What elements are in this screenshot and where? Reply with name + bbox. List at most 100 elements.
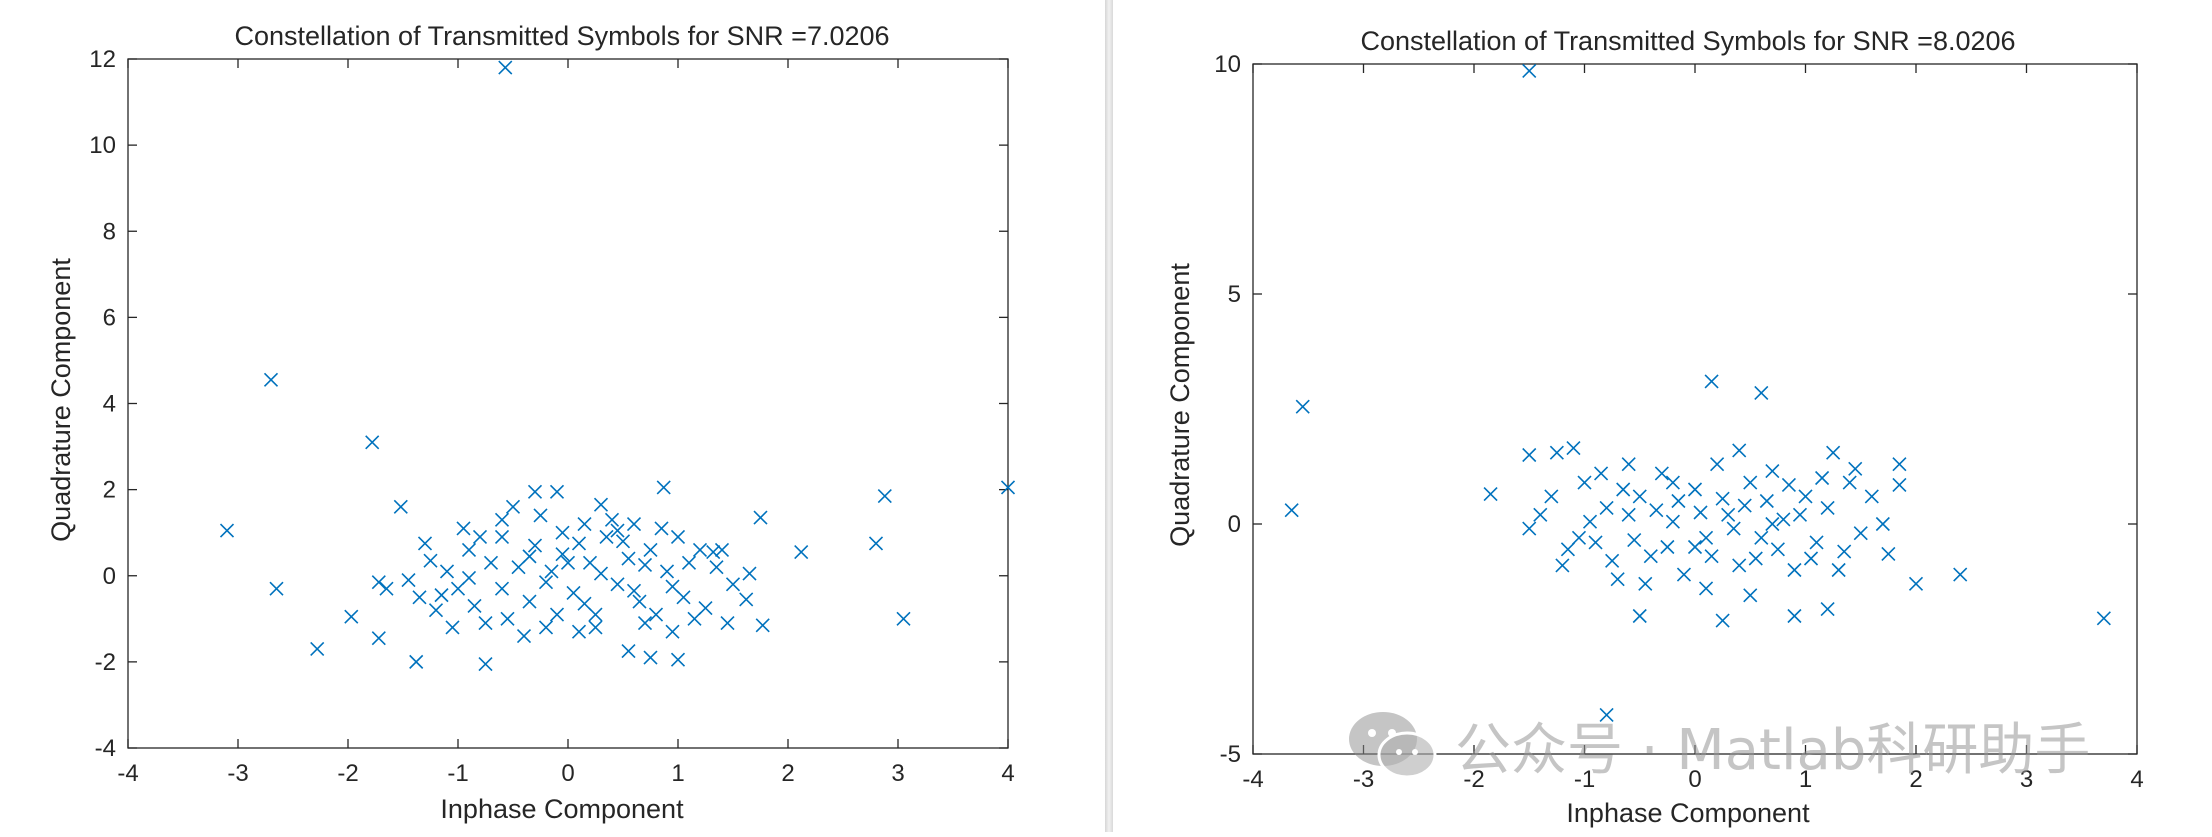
data-point [1660,539,1675,555]
data-point [1698,530,1714,545]
data-point [1726,521,1741,536]
data-point [371,575,386,590]
data-point [1643,549,1658,564]
data-point [1594,466,1609,481]
data-point [571,624,587,639]
plot-area [1252,63,2138,755]
data-point [263,372,279,387]
y-tick-label: 8 [103,218,116,245]
data-point [522,594,537,609]
data-point [1284,503,1299,518]
data-point [478,656,493,672]
data-point [1687,539,1703,555]
data-point [648,607,664,622]
data-point [698,600,713,616]
data-point [439,564,455,579]
data-point [588,620,603,635]
data-point [428,603,444,618]
data-point [1732,558,1747,573]
data-point [1837,544,1852,559]
x-tick-label: -4 [1242,766,1263,793]
x-tick-label: 2 [781,760,794,787]
data-point [1787,562,1802,578]
data-point [1483,487,1498,502]
y-tick-label: 6 [103,304,116,331]
data-point [393,499,408,514]
data-point [1831,562,1846,578]
data-point [1687,482,1703,497]
chart-title: Constellation of Transmitted Symbols for… [234,21,889,51]
data-point [687,611,702,626]
data-point [1820,602,1835,617]
data-point [1743,475,1758,490]
data-point [739,592,754,607]
data-point [1693,505,1708,520]
data-point [1953,567,1968,582]
data-point [593,566,609,581]
data-point [604,512,620,527]
data-point [538,575,554,590]
data-point [706,545,721,560]
data-point [1605,553,1620,568]
data-point [643,650,658,665]
data-point [1616,482,1631,497]
data-point [527,538,543,553]
data-point [1522,521,1537,536]
x-tick-label: -2 [1463,766,1484,793]
data-point [692,542,708,557]
data-point [1853,526,1868,541]
data-point [533,508,548,523]
data-point [472,529,488,545]
data-point [665,624,680,639]
data-point [714,542,730,557]
data-point [1809,535,1824,550]
data-point [593,497,609,512]
data-point [681,555,697,570]
data-point [1770,542,1785,557]
data-point [1787,608,1802,624]
y-tick-label: -5 [1220,741,1241,768]
data-point [1522,63,1537,78]
data-point [1582,514,1598,529]
data-point [371,631,386,646]
x-tick-label: 2 [1909,766,1922,793]
y-tick-label: -2 [95,649,116,676]
data-point [632,594,647,609]
y-tick-label: 12 [89,46,116,73]
data-point [1815,470,1830,486]
data-point [494,512,510,527]
chart-title: Constellation of Transmitted Symbols for… [1360,26,2015,56]
data-point [1820,500,1835,515]
y-axis-label: Quadrature Component [1165,263,1195,547]
x-axis-label: Inphase Component [440,794,684,824]
y-tick-label: 0 [1228,511,1241,538]
data-point [516,628,532,644]
data-point [1295,399,1310,414]
x-tick-label: 1 [1799,766,1812,793]
y-tick-label: -4 [95,735,116,762]
data-point [1665,475,1680,490]
data-point [219,523,235,538]
window-divider [1105,0,1113,832]
data-point [379,581,394,596]
data-point [577,517,592,532]
data-point [1522,447,1537,463]
data-point [1892,457,1907,472]
x-tick-label: -1 [1574,766,1595,793]
data-point [456,521,471,536]
y-tick-label: 10 [1214,51,1241,78]
plot-area [127,58,1009,749]
data-point [450,581,466,596]
data-point [588,607,603,622]
data-point [1654,466,1669,481]
data-point [1676,567,1692,582]
data-point [1544,489,1559,504]
data-point [599,529,614,545]
x-tick-label: 1 [671,760,684,787]
data-point [868,536,884,551]
data-point [478,616,493,631]
data-point [1759,493,1774,509]
data-point [1875,516,1890,532]
data-point [1555,558,1570,573]
data-point [610,523,625,538]
